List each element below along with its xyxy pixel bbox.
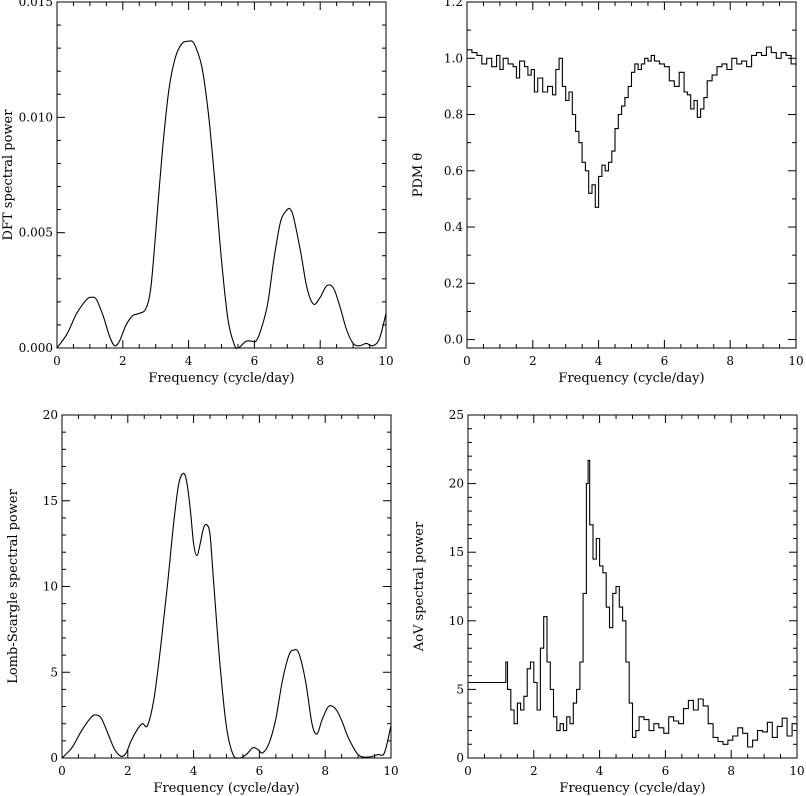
- x-tick-label: 4: [595, 354, 603, 368]
- x-tick-label: 4: [596, 764, 604, 778]
- dft-panel: 0 2 4 6 8 10 0.000 0.005 0.010 0.015 Frequency (cy…: [1, 0, 394, 386]
- x-tick-label: 8: [727, 764, 735, 778]
- y-tick-label: 10: [43, 580, 58, 594]
- x-tick-label: 2: [530, 764, 538, 778]
- y-tick-label: 0.4: [444, 220, 463, 234]
- y-tick-label: 20: [449, 477, 464, 491]
- x-tick-label: 4: [190, 764, 198, 778]
- y-axis-label: PDM θ: [411, 153, 426, 198]
- y-tick-label: 1.2: [444, 0, 463, 9]
- x-axis-label: Frequency (cycle/day): [153, 781, 299, 796]
- x-tick-label: 8: [316, 354, 324, 368]
- y-axis-label: AoV spectral power: [412, 521, 427, 652]
- x-tick-label: 10: [789, 764, 804, 778]
- y-tick-label: 0.8: [444, 108, 463, 122]
- x-tick-label: 6: [251, 354, 259, 368]
- x-tick-label: 0: [58, 764, 66, 778]
- y-tick-label: 0.0: [444, 333, 463, 347]
- y-tick-label: 15: [449, 545, 464, 559]
- y-tick-label: 0: [456, 751, 464, 765]
- x-axis-label: Frequency (cycle/day): [559, 781, 705, 796]
- x-tick-label: 8: [321, 764, 329, 778]
- x-axis-label: Frequency (cycle/day): [148, 371, 294, 386]
- pdm-panel: 0 2 4 6 8 10 0.0 0.2 0.4 0.6 0.8 1.0 1.2 Frequency (c…: [411, 0, 804, 386]
- series-line: [468, 459, 798, 748]
- x-tick-label: 10: [383, 764, 398, 778]
- y-tick-label: 5: [456, 682, 464, 696]
- y-tick-label: 0.000: [19, 341, 53, 355]
- y-axis-label: DFT spectral power: [1, 109, 16, 241]
- x-axis-label: Frequency (cycle/day): [558, 371, 704, 386]
- y-tick-label: 0.2: [444, 276, 463, 290]
- x-tick-label: 2: [119, 354, 127, 368]
- x-tick-label: 2: [124, 764, 132, 778]
- plot-frame: [466, 1, 797, 349]
- plot-frame: [61, 414, 392, 759]
- y-tick-label: 0.010: [19, 110, 53, 124]
- x-tick-label: 10: [788, 354, 803, 368]
- y-tick-label: 15: [43, 494, 58, 508]
- series-line: [61, 472, 392, 759]
- y-tick-label: 1.0: [444, 51, 463, 65]
- y-tick-label: 0.015: [19, 0, 53, 9]
- x-tick-label: 0: [53, 354, 61, 368]
- lomb-scargle-panel: 0 2 4 6 8 10 0 5 10 15 20 Frequency (cycle/day) Lomb…: [6, 408, 399, 796]
- x-tick-label: 4: [185, 354, 193, 368]
- x-tick-label: 0: [464, 764, 472, 778]
- x-tick-label: 8: [726, 354, 734, 368]
- y-tick-label: 0.005: [19, 226, 53, 240]
- x-tick-label: 10: [378, 354, 393, 368]
- x-tick-label: 6: [256, 764, 264, 778]
- y-tick-label: 5: [50, 665, 58, 679]
- series-line: [56, 40, 387, 350]
- y-tick-label: 25: [449, 408, 464, 422]
- y-tick-label: 20: [43, 408, 58, 422]
- y-tick-label: 0.6: [444, 164, 463, 178]
- y-tick-label: 10: [449, 614, 464, 628]
- x-tick-label: 0: [463, 354, 471, 368]
- aov-panel: 0 2 4 6 8 10 0 5 10 15 20 25 Frequency (cycle/day) Ao…: [412, 408, 805, 796]
- x-tick-label: 6: [662, 764, 670, 778]
- x-tick-label: 6: [661, 354, 669, 368]
- x-tick-label: 2: [529, 354, 537, 368]
- y-tick-label: 0: [50, 751, 58, 765]
- y-axis-label: Lomb-Scargle spectral power: [6, 488, 21, 683]
- series-line: [467, 46, 797, 208]
